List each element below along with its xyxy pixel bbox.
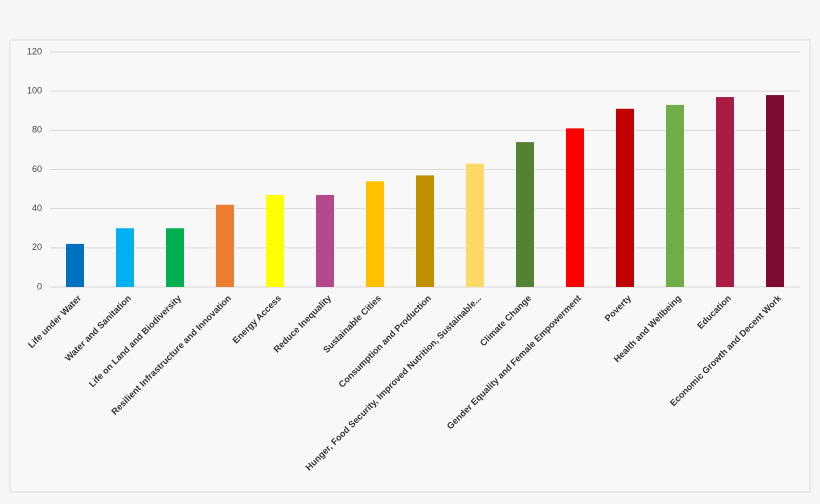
y-tick-label: 20 [32, 242, 42, 252]
y-tick-label: 120 [27, 46, 42, 56]
bar [266, 194, 284, 287]
y-tick-label: 60 [32, 164, 42, 174]
bar [166, 228, 184, 287]
bar [666, 104, 684, 287]
bar [316, 194, 334, 287]
bar [366, 181, 384, 287]
bar [416, 175, 434, 287]
bar [766, 95, 784, 287]
bar [716, 97, 734, 288]
y-tick-label: 0 [37, 281, 42, 291]
bar [116, 228, 134, 287]
bar [616, 108, 634, 288]
bar [216, 204, 234, 287]
bar [566, 128, 584, 287]
y-tick-label: 80 [32, 125, 42, 135]
bar [66, 243, 84, 287]
bar [516, 142, 534, 287]
bar [466, 163, 484, 287]
y-tick-label: 40 [32, 203, 42, 213]
y-tick-label: 100 [27, 86, 42, 96]
